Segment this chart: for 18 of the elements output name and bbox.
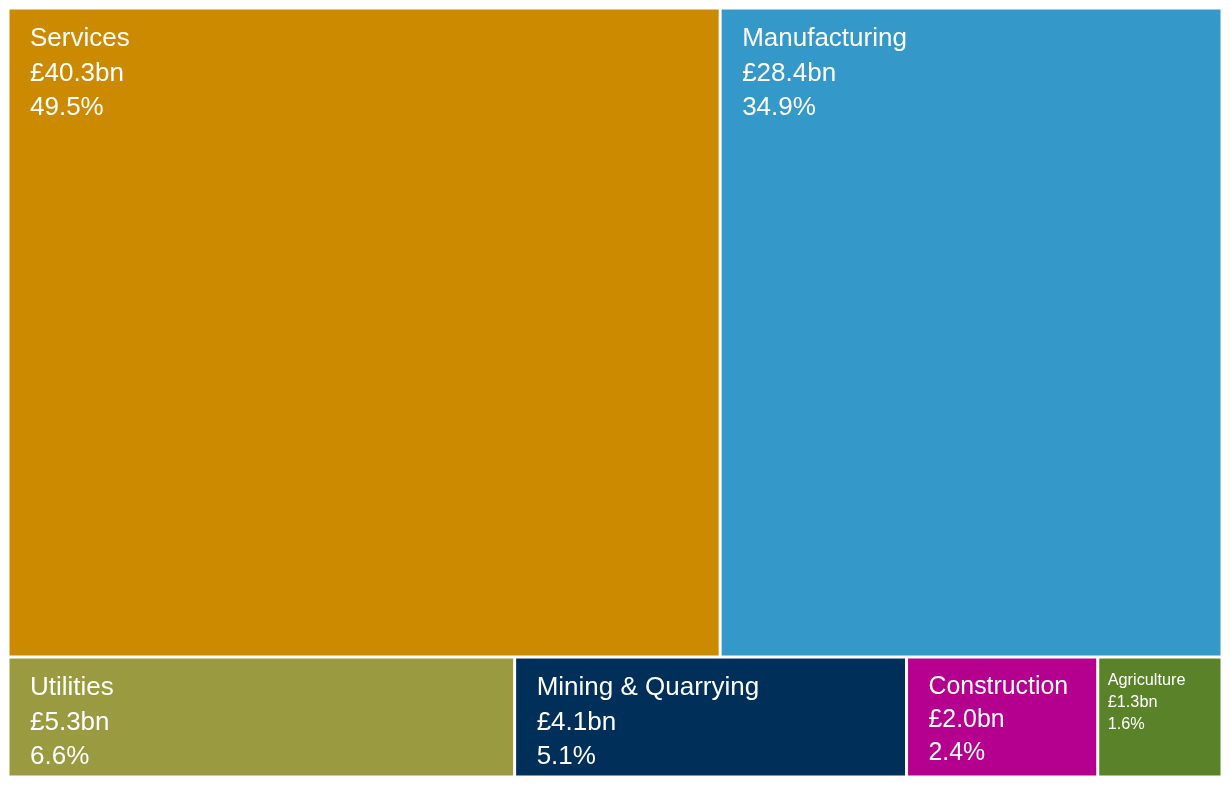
- data-label: £4.1bn: [536, 705, 617, 736]
- text: 5.1%: [536, 740, 596, 771]
- data-label: £1.3bn: [1107, 691, 1158, 710]
- category-label: Utilities: [30, 671, 114, 702]
- text: 1.6%: [1107, 713, 1145, 732]
- text: 6.6%: [30, 740, 90, 771]
- data-label: £28.4bn: [742, 56, 837, 87]
- data-label: £2.0bn: [928, 703, 1005, 732]
- category-label: Mining & Quarrying: [536, 671, 760, 702]
- category-label: Services: [30, 22, 130, 52]
- category-label: Manufacturing: [742, 22, 907, 52]
- data-label: £5.3bn: [30, 705, 110, 736]
- data-label: £40.3bn: [30, 56, 124, 87]
- text: 49.5%: [30, 91, 104, 122]
- text: 2.4%: [928, 737, 986, 766]
- category-label: Construction: [928, 670, 1069, 699]
- category-label: Agriculture: [1107, 670, 1186, 689]
- text: 34.9%: [742, 91, 816, 122]
